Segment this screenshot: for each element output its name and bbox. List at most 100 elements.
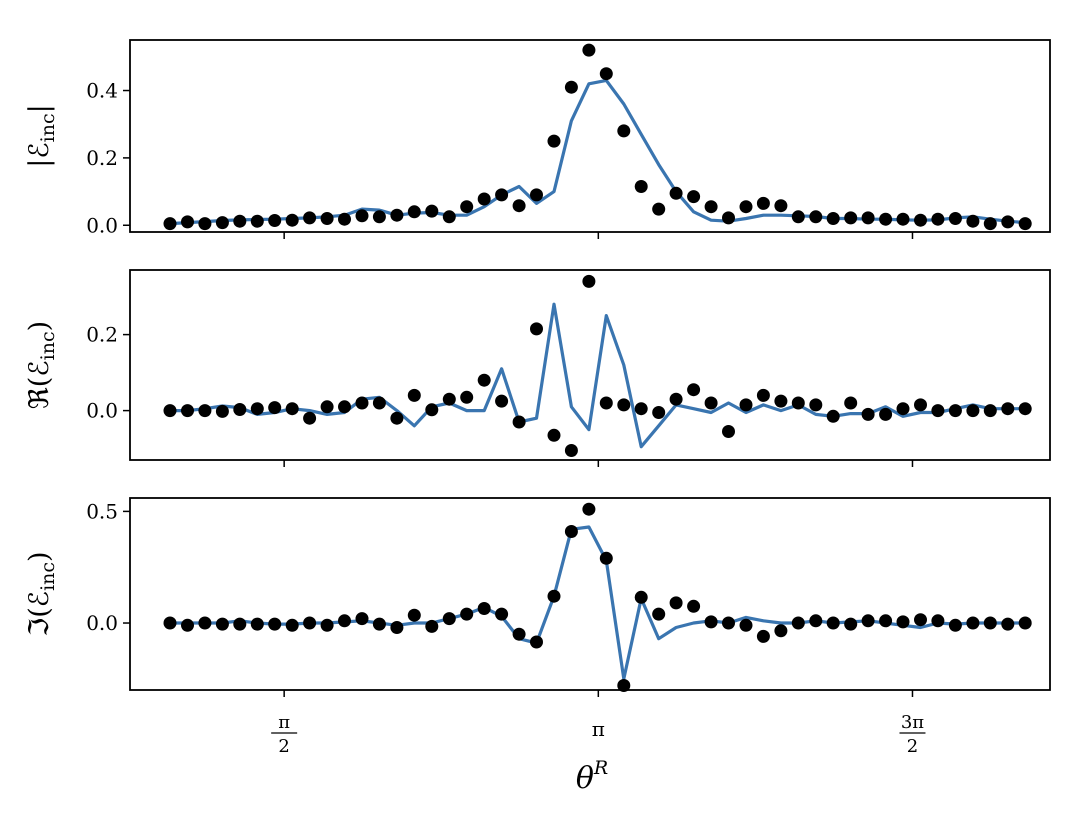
data-point <box>617 398 631 412</box>
x-tick-label: 3π2 <box>899 712 926 757</box>
data-point <box>687 190 701 204</box>
data-point <box>198 616 212 630</box>
data-point <box>512 415 526 429</box>
data-point <box>861 614 875 628</box>
data-point <box>948 404 962 418</box>
data-point <box>198 217 212 231</box>
data-point <box>495 188 509 202</box>
data-point <box>809 614 823 628</box>
data-point <box>687 599 701 613</box>
data-point <box>582 502 596 516</box>
data-point <box>547 589 561 603</box>
y-axis-label: ℑ(ℰinc) <box>24 551 59 636</box>
data-point <box>495 394 509 408</box>
data-point <box>704 200 718 214</box>
data-point <box>931 404 945 418</box>
data-point <box>268 401 282 415</box>
data-point <box>320 400 334 414</box>
data-point <box>564 444 578 457</box>
data-point <box>1018 217 1032 231</box>
data-point <box>756 629 770 643</box>
panel-frame <box>129 39 1051 233</box>
data-point <box>896 402 910 416</box>
model-line <box>170 525 1026 681</box>
data-point <box>372 210 386 224</box>
x-axis-label: θR <box>576 757 608 796</box>
data-point <box>774 624 788 638</box>
data-point <box>966 404 980 418</box>
data-point <box>338 212 351 226</box>
data-points <box>163 502 1032 692</box>
data-point <box>669 596 683 610</box>
y-axis-label: |ℰinc| <box>24 104 59 168</box>
data-point <box>617 124 631 138</box>
x-tick-denominator: 2 <box>907 736 918 757</box>
x-tick-denominator: 2 <box>278 736 289 757</box>
data-point <box>425 403 439 417</box>
data-point <box>634 180 648 193</box>
data-point <box>268 617 282 631</box>
data-point <box>634 590 648 604</box>
data-point <box>652 202 666 216</box>
data-point <box>669 186 683 200</box>
data-point <box>303 411 317 425</box>
data-point <box>442 392 456 406</box>
panel-2: 0.0 0.2 ℜ(ℰinc) <box>24 269 1051 467</box>
data-point <box>791 396 805 410</box>
data-point <box>460 200 474 214</box>
data-point <box>355 209 369 223</box>
data-point <box>390 411 404 425</box>
data-point <box>390 621 404 634</box>
data-point <box>250 214 264 228</box>
data-point <box>896 212 910 226</box>
data-point <box>181 215 194 229</box>
data-point <box>652 607 666 621</box>
data-point <box>372 396 386 410</box>
data-point <box>774 394 788 408</box>
data-point <box>390 208 404 222</box>
x-tick-numerator: 3π <box>901 712 924 733</box>
data-point <box>861 211 875 225</box>
data-point <box>268 214 282 227</box>
data-point <box>966 214 980 228</box>
data-point <box>844 396 858 410</box>
data-point <box>425 204 439 218</box>
data-point <box>512 627 526 641</box>
data-point <box>722 425 735 438</box>
data-point <box>669 392 683 406</box>
data-point <box>320 618 334 632</box>
data-point <box>198 404 212 418</box>
data-point <box>338 400 351 414</box>
data-point <box>215 617 229 631</box>
x-tick-label: π2 <box>271 712 298 757</box>
data-point <box>722 211 735 225</box>
y-tick-label: 0.5 <box>86 499 118 523</box>
data-point <box>547 428 561 442</box>
data-point <box>425 619 439 633</box>
panel-frame <box>129 269 1051 461</box>
data-point <box>564 80 578 94</box>
data-point <box>338 614 351 628</box>
data-point <box>564 525 578 538</box>
panel-frame <box>129 497 1051 691</box>
data-point <box>442 210 456 224</box>
data-point <box>966 616 980 630</box>
data-point <box>372 617 386 631</box>
data-point <box>826 212 840 225</box>
data-point <box>739 398 753 412</box>
data-point <box>861 407 875 421</box>
data-point <box>791 210 805 224</box>
shared-x-axis: π2π 3π2 <box>271 712 926 757</box>
data-point <box>285 402 299 416</box>
data-point <box>163 404 177 418</box>
data-point <box>809 210 823 224</box>
data-point <box>233 403 247 416</box>
data-point <box>1018 616 1032 630</box>
data-point <box>582 274 596 288</box>
data-point <box>739 618 753 632</box>
data-point <box>844 617 858 631</box>
y-tick-label: 0.0 <box>86 611 118 635</box>
data-point <box>181 404 194 418</box>
data-point <box>285 618 299 632</box>
